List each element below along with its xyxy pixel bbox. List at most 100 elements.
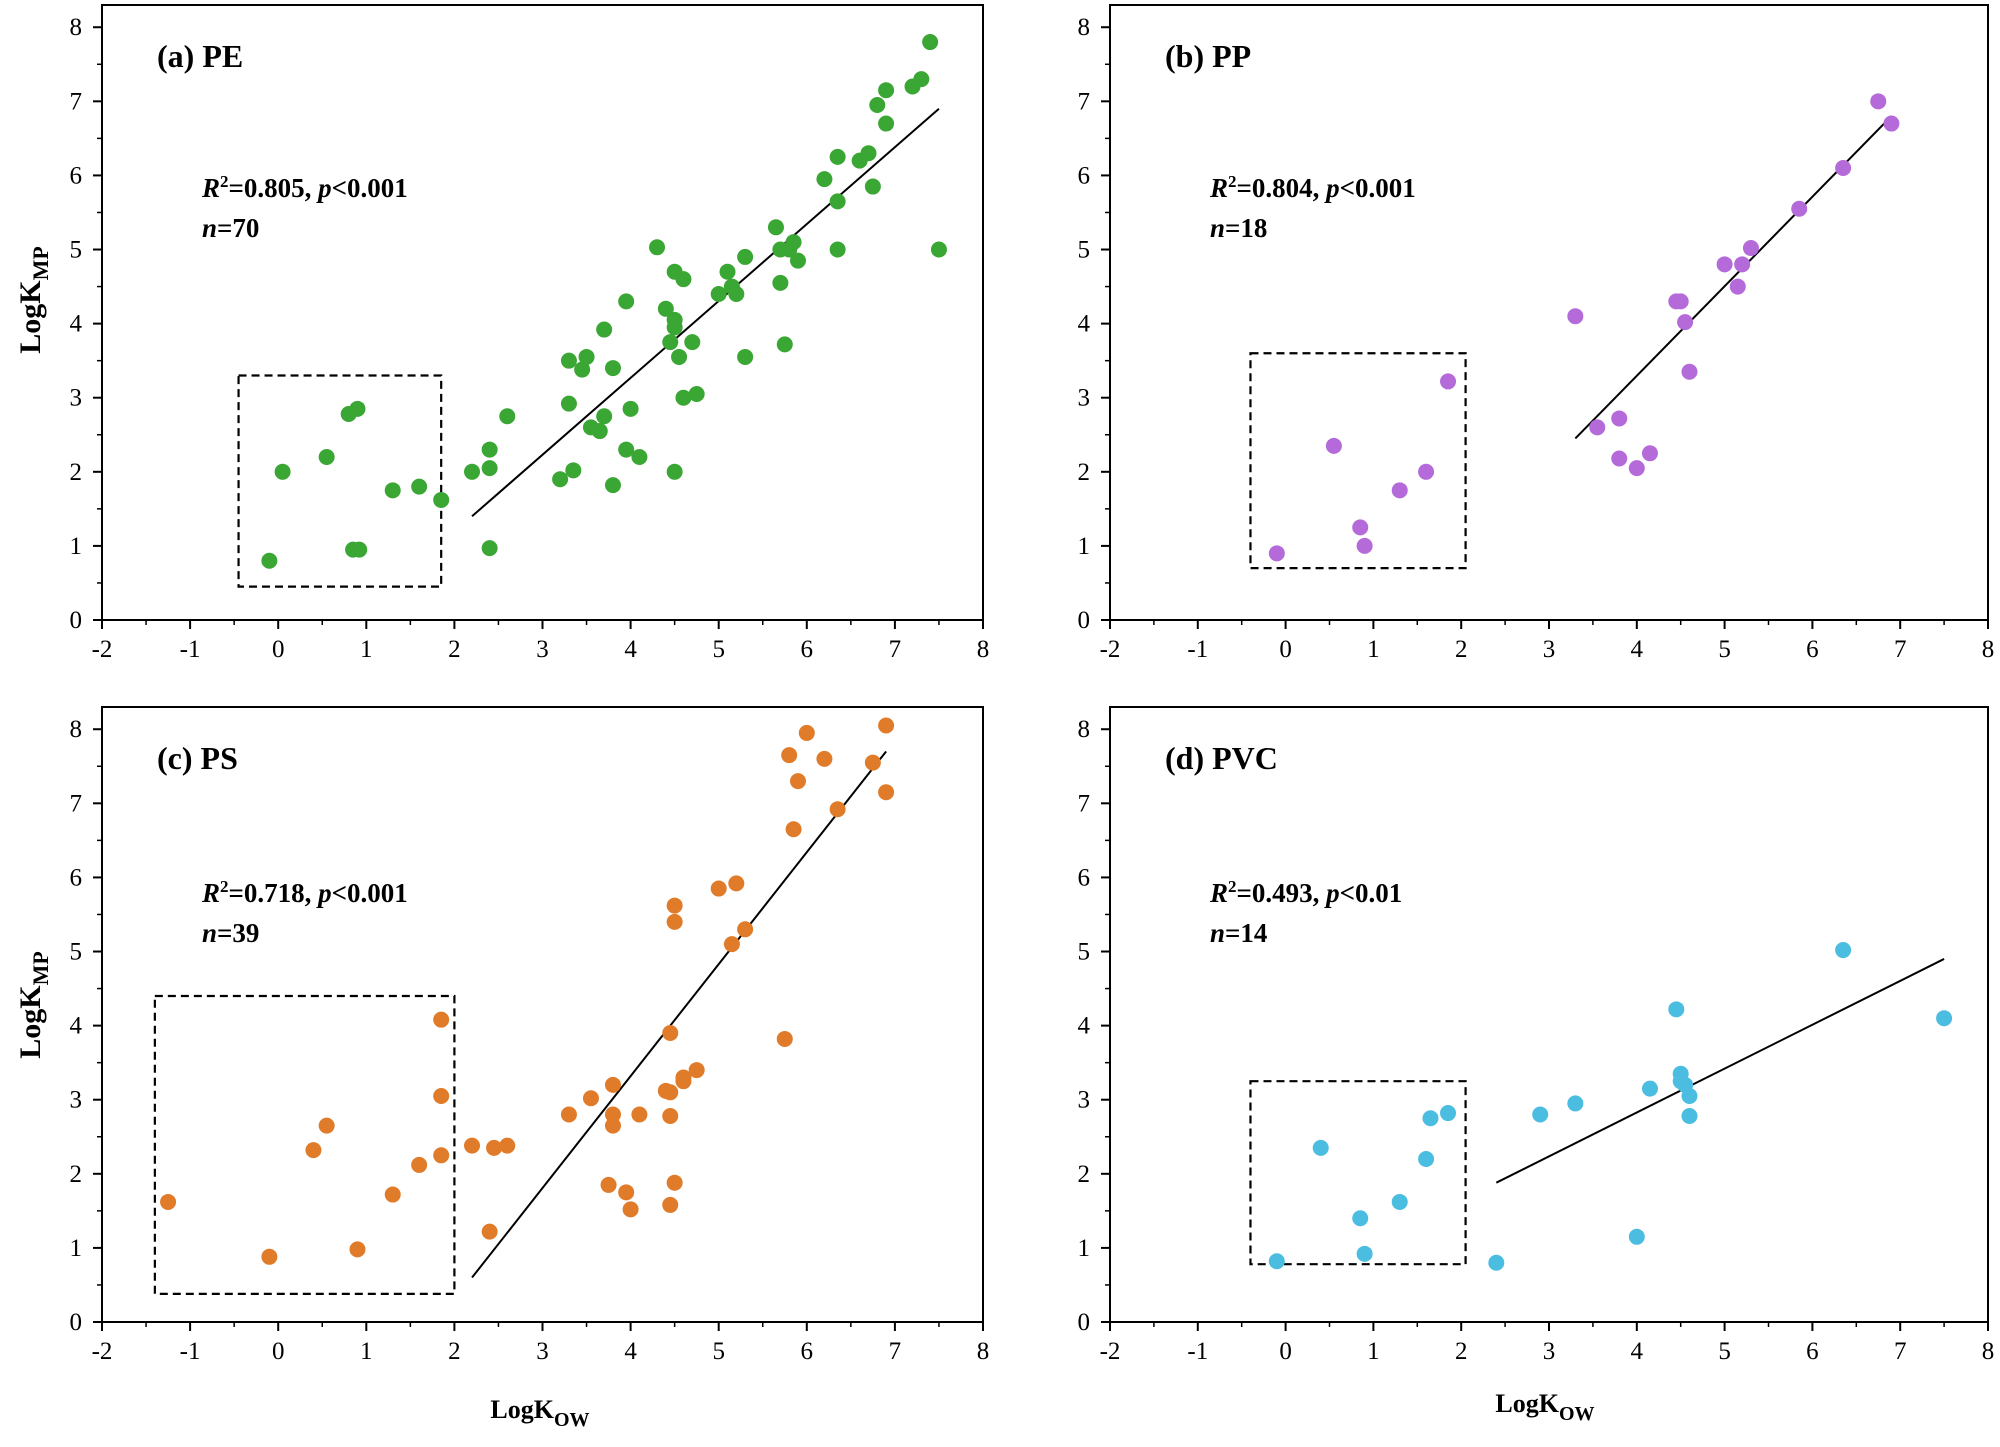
x-tick-label-d: 3 <box>1543 1338 1556 1365</box>
data-point-d <box>1422 1110 1439 1127</box>
y-tick-label-d: 2 <box>1078 1161 1091 1188</box>
fit-line-d <box>1495 958 1945 1184</box>
plot-frame-b <box>1109 4 1989 621</box>
stat-n-b: n=18 <box>1210 213 1267 243</box>
x-tick-label-d: 5 <box>1718 1338 1731 1365</box>
x-tick-label-b: 5 <box>1718 636 1731 663</box>
data-point-c <box>798 724 815 741</box>
x-tick-label-a: 0 <box>272 636 285 663</box>
data-point-b <box>1628 460 1645 477</box>
data-point-c <box>433 1088 450 1105</box>
y-tick-label-b: 0 <box>1078 607 1091 634</box>
x-tick-label-b: 2 <box>1455 636 1468 663</box>
stat-r2-c: R2=0.718, p<0.001 <box>201 877 408 908</box>
data-point-b <box>1611 410 1628 427</box>
plot-frame-c <box>101 706 984 1323</box>
data-point-c <box>604 1117 621 1134</box>
data-point-c <box>666 913 683 930</box>
y-tick-label-a: 3 <box>70 385 83 412</box>
data-point-b <box>1391 482 1408 499</box>
data-point-a <box>481 460 498 477</box>
data-point-c <box>604 1076 621 1093</box>
y-tick-label-a: 0 <box>70 607 83 634</box>
data-point-b <box>1681 363 1698 380</box>
data-point-a <box>878 82 895 99</box>
y-tick-label-d: 0 <box>1078 1309 1091 1336</box>
data-point-d <box>1268 1253 1285 1270</box>
data-point-c <box>737 921 754 938</box>
x-tick-label-d: 2 <box>1455 1338 1468 1365</box>
data-point-c <box>349 1241 366 1258</box>
data-point-b <box>1742 240 1759 257</box>
data-point-b <box>1268 545 1285 562</box>
data-point-a <box>666 319 683 336</box>
data-point-a <box>789 252 806 269</box>
data-point-a <box>631 448 648 465</box>
x-tick-label-d: 7 <box>1894 1338 1907 1365</box>
data-point-d <box>1681 1088 1698 1105</box>
stat-n-c: n=39 <box>202 918 259 948</box>
y-tick-label-b: 5 <box>1078 237 1091 264</box>
fit-line-a <box>471 107 940 518</box>
panel-d-pvc: -2 -1 0 1 2 3 4 5 6 7 8 0 1 2 3 4 5 6 7 8 (d) PVC R2=0.493, p… <box>1078 706 1994 1365</box>
y-tick-label-a: 8 <box>70 14 83 41</box>
data-point-a <box>560 352 577 369</box>
data-point-a <box>930 241 947 258</box>
stat-n-a: n=70 <box>202 213 259 243</box>
data-point-b <box>1729 278 1746 295</box>
data-point-a <box>618 293 635 310</box>
y-tick-label-c: 3 <box>70 1087 83 1114</box>
x-tick-label-a: 5 <box>712 636 725 663</box>
highlight-box-d <box>1249 1080 1467 1266</box>
data-point-c <box>433 1147 450 1164</box>
data-point-a <box>785 234 802 251</box>
data-point-d <box>1681 1108 1698 1125</box>
data-point-a <box>913 71 930 88</box>
data-point-c <box>622 1201 639 1218</box>
panel-a-pe: -2 -1 0 1 2 3 4 5 6 7 8 0 1 2 3 4 5 6 7 8 (a) PE R2=0.805, p<… <box>70 4 989 663</box>
data-point-c <box>878 717 895 734</box>
data-point-a <box>596 408 613 425</box>
data-point-c <box>499 1137 516 1154</box>
x-tick-label-b: -1 <box>1187 636 1208 663</box>
data-point-a <box>351 541 368 558</box>
y-tick-label-a: 5 <box>70 237 83 264</box>
data-point-a <box>816 171 833 188</box>
y-tick-label-d: 7 <box>1078 790 1091 817</box>
y-tick-label-b: 2 <box>1078 459 1091 486</box>
y-tick-label-c: 7 <box>70 790 83 817</box>
data-point-c <box>618 1184 635 1201</box>
x-axis-label-right: LogKOW <box>1495 1389 1594 1425</box>
data-point-c <box>878 784 895 801</box>
data-point-b <box>1611 450 1628 467</box>
x-tick-label-a: -1 <box>180 636 201 663</box>
x-tick-label-a: 6 <box>801 636 814 663</box>
data-point-c <box>710 880 727 897</box>
y-tick-label-b: 6 <box>1078 162 1091 189</box>
stat-r2-b: R2=0.804, p<0.001 <box>1209 172 1416 203</box>
panel-title-a: (a) PE <box>157 38 243 74</box>
y-tick-label-b: 3 <box>1078 385 1091 412</box>
data-point-a <box>776 336 793 353</box>
data-point-a <box>688 386 705 403</box>
data-point-d <box>1641 1080 1658 1097</box>
data-point-a <box>737 248 754 265</box>
data-point-a <box>829 148 846 165</box>
data-point-b <box>1352 519 1369 536</box>
data-point-a <box>578 348 595 365</box>
data-point-a <box>499 408 516 425</box>
data-point-a <box>772 274 789 291</box>
data-point-d <box>1532 1106 1549 1123</box>
data-point-c <box>789 773 806 790</box>
data-point-c <box>662 1196 679 1213</box>
data-point-d <box>1312 1139 1329 1156</box>
data-point-a <box>318 448 335 465</box>
data-point-a <box>710 285 727 302</box>
data-point-c <box>675 1069 692 1086</box>
x-tick-label-b: 0 <box>1279 636 1292 663</box>
data-point-c <box>864 754 881 771</box>
x-tick-label-a: 4 <box>624 636 637 663</box>
data-point-c <box>688 1062 705 1079</box>
data-point-c <box>582 1090 599 1107</box>
data-point-b <box>1418 463 1435 480</box>
